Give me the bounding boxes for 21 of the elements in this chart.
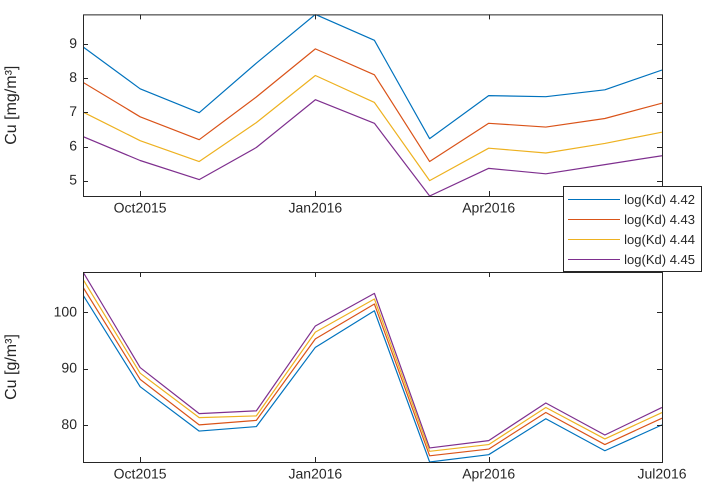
y-axis-title: Cu [mg/m³] — [3, 66, 20, 145]
y-tick-label: 90 — [61, 360, 78, 376]
y-tick-label: 8 — [69, 69, 78, 86]
x-tick-label: Apr2016 — [462, 465, 516, 482]
legend-label: log(Kd) 4.45 — [624, 252, 695, 266]
x-tick-label: Jan2016 — [288, 199, 342, 216]
y-tick-label: 80 — [61, 416, 78, 432]
y-tick-label: 100 — [54, 303, 78, 320]
x-tick-label: Oct2015 — [114, 199, 167, 216]
x-tick-label: Apr2016 — [462, 199, 516, 216]
y-tick-label: 9 — [69, 34, 78, 51]
x-tick-label: Jan2016 — [288, 465, 342, 482]
legend-label: log(Kd) 4.43 — [624, 212, 695, 226]
x-tick-label: Oct2015 — [114, 465, 167, 482]
y-axis-title: Cu [g/m³] — [3, 334, 20, 400]
legend-label: log(Kd) 4.42 — [624, 192, 695, 206]
x-tick-label: Jul2016 — [637, 465, 687, 482]
y-tick-label: 5 — [69, 172, 78, 188]
y-tick-label: 6 — [69, 137, 78, 154]
legend-label: log(Kd) 4.44 — [624, 232, 695, 246]
y-tick-label: 7 — [69, 103, 78, 120]
